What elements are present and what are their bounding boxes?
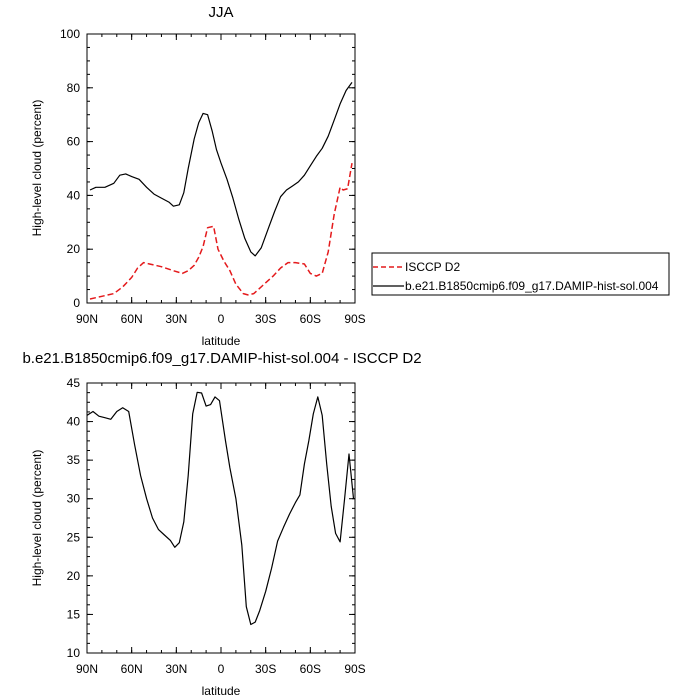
- legend-label-model: b.e21.B1850cmip6.f09_g17.DAMIP-hist-sol.…: [405, 279, 659, 293]
- x-tick-label: 30S: [255, 662, 276, 676]
- upper-x-axis-label: latitude: [202, 334, 241, 348]
- upper-y-axis-label: High-level cloud (percent): [30, 100, 44, 237]
- lower-y-axis-label: High-level cloud (percent): [30, 450, 44, 587]
- y-tick-label: 20: [67, 569, 81, 583]
- y-tick-label: 45: [67, 376, 81, 390]
- x-tick-label: 0: [218, 662, 225, 676]
- x-tick-label: 30N: [165, 312, 187, 326]
- x-tick-label: 90S: [344, 662, 365, 676]
- x-tick-label: 60S: [300, 312, 321, 326]
- y-tick-label: 40: [67, 188, 81, 202]
- upper-panel: JJA 0 20 40 60 80 100 90N 60N 30N 0 30S 60S 90S lat…: [30, 4, 366, 348]
- y-tick-label: 15: [67, 607, 81, 621]
- x-tick-label: 90N: [76, 312, 98, 326]
- x-tick-label: 60N: [121, 312, 143, 326]
- x-tick-label: 60N: [121, 662, 143, 676]
- x-tick-label: 0: [218, 312, 225, 326]
- isccp-series-line: [89, 162, 353, 300]
- legend-box: [371, 252, 670, 296]
- lower-plot-frame: [86, 382, 356, 654]
- lower-panel: b.e21.B1850cmip6.f09_g17.DAMIP-hist-sol.…: [22, 350, 421, 698]
- x-tick-label: 90N: [76, 662, 98, 676]
- x-tick-label: 60S: [300, 662, 321, 676]
- y-tick-label: 0: [73, 296, 80, 310]
- lower-series-lines: [86, 391, 355, 626]
- legend: ISCCP D2 b.e21.B1850cmip6.f09_g17.DAMIP-…: [371, 252, 670, 296]
- lower-panel-title: b.e21.B1850cmip6.f09_g17.DAMIP-hist-sol.…: [22, 350, 421, 367]
- upper-panel-title: JJA: [208, 4, 233, 21]
- y-tick-label: 35: [67, 453, 81, 467]
- upper-x-axis-ticks: 90N 60N 30N 0 30S 60S 90S: [76, 34, 366, 326]
- y-tick-label: 10: [67, 646, 81, 660]
- y-tick-label: 25: [67, 530, 81, 544]
- x-tick-label: 90S: [344, 312, 365, 326]
- model-series-line: [89, 82, 353, 257]
- lower-y-axis-ticks: 10 15 20 25 30 35 40 45: [67, 376, 355, 660]
- y-tick-label: 80: [67, 81, 81, 95]
- y-tick-label: 60: [67, 135, 81, 149]
- lower-x-axis-label: latitude: [202, 684, 241, 698]
- upper-series-lines: [89, 82, 353, 300]
- upper-y-axis-ticks: 0 20 40 60 80 100: [60, 27, 355, 310]
- lower-x-axis-ticks: 90N 60N 30N 0 30S 60S 90S: [76, 383, 366, 676]
- y-tick-label: 30: [67, 492, 81, 506]
- y-tick-label: 20: [67, 242, 81, 256]
- y-tick-label: 40: [67, 415, 81, 429]
- y-tick-label: 100: [60, 27, 80, 41]
- x-tick-label: 30N: [165, 662, 187, 676]
- x-tick-label: 30S: [255, 312, 276, 326]
- upper-plot-frame: [86, 33, 356, 304]
- model-series-line: [86, 391, 355, 626]
- legend-label-isccp: ISCCP D2: [405, 260, 460, 274]
